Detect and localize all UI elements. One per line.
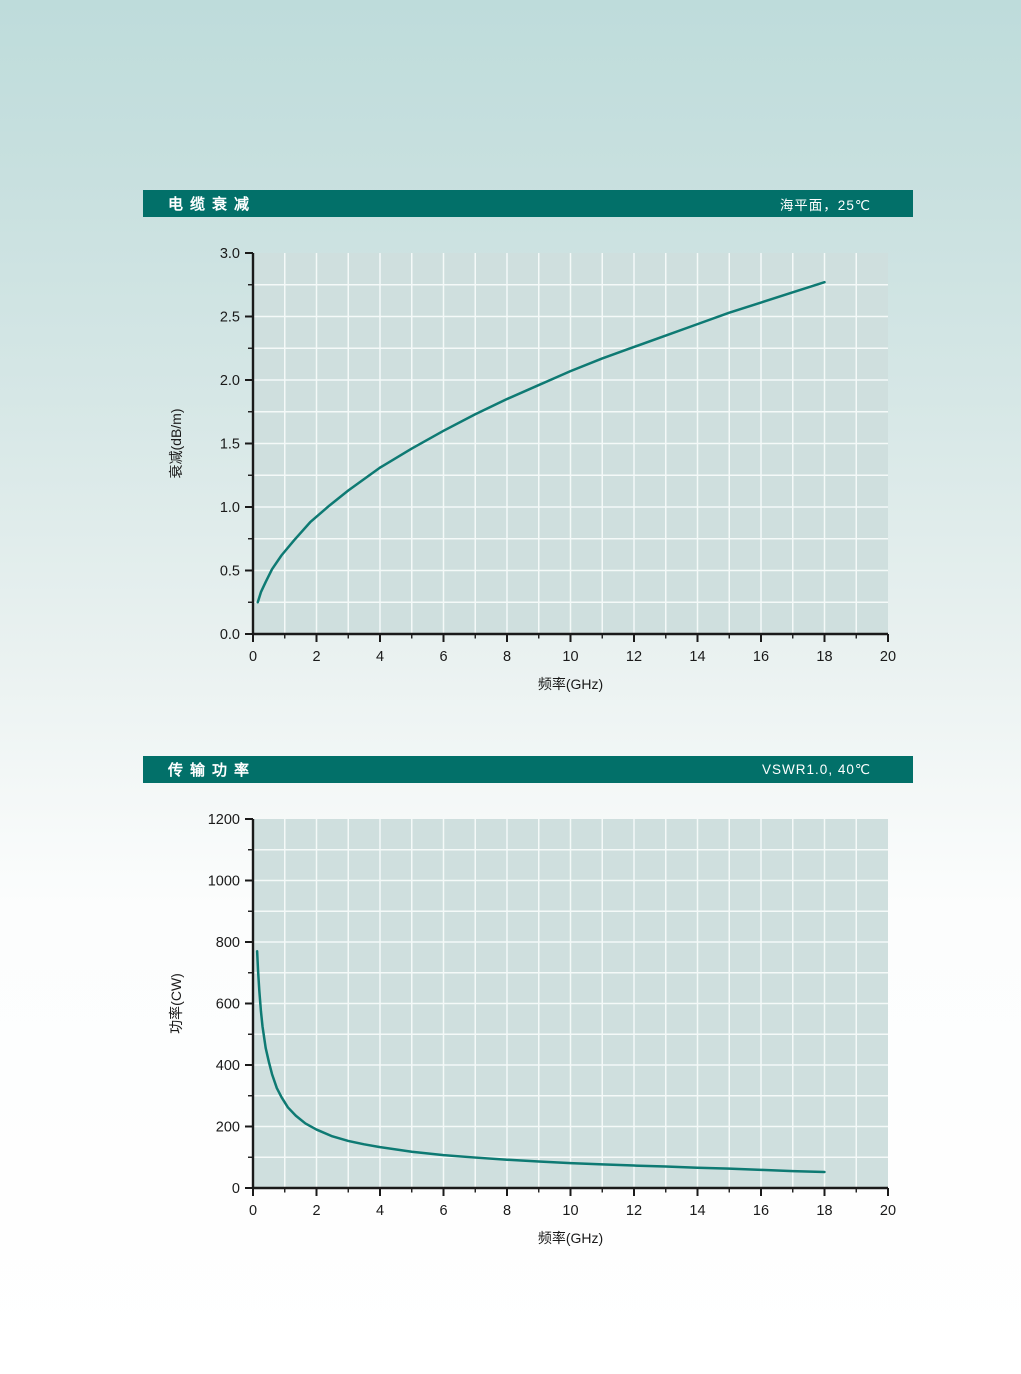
svg-text:4: 4 xyxy=(376,649,384,665)
svg-text:3.0: 3.0 xyxy=(220,246,240,262)
svg-text:1.0: 1.0 xyxy=(220,500,240,516)
svg-text:18: 18 xyxy=(816,1203,832,1219)
svg-text:2.0: 2.0 xyxy=(220,373,240,389)
attenuation-header: 电缆衰减 海平面，25℃ xyxy=(143,190,913,217)
svg-text:功率(CW): 功率(CW) xyxy=(168,973,184,1034)
svg-text:2.5: 2.5 xyxy=(220,310,240,326)
svg-text:6: 6 xyxy=(439,649,447,665)
svg-text:0: 0 xyxy=(249,1203,257,1219)
svg-text:2: 2 xyxy=(312,649,320,665)
svg-text:600: 600 xyxy=(216,997,240,1013)
svg-text:10: 10 xyxy=(562,1203,578,1219)
svg-text:400: 400 xyxy=(216,1058,240,1074)
power-chart: 0 2 4 6 8 10 12 14 16 18 20020040060080010001200频率… xyxy=(168,812,896,1246)
svg-text:频率(GHz): 频率(GHz) xyxy=(538,1230,603,1246)
svg-text:800: 800 xyxy=(216,935,240,951)
svg-text:12: 12 xyxy=(626,1203,642,1219)
svg-text:8: 8 xyxy=(503,1203,511,1219)
power-header: 传输功率 VSWR1.0, 40℃ xyxy=(143,756,913,783)
svg-text:6: 6 xyxy=(439,1203,447,1219)
attenuation-chart: 0 2 4 6 8 10 12 14 16 18 20 0.0 0.5 1.0 1.5 2.0 2.5 3.0 频率… xyxy=(168,246,896,692)
svg-text:14: 14 xyxy=(689,1203,705,1219)
svg-text:0: 0 xyxy=(232,1181,240,1197)
svg-text:16: 16 xyxy=(753,1203,769,1219)
svg-text:20: 20 xyxy=(880,1203,896,1219)
svg-text:12: 12 xyxy=(626,649,642,665)
svg-text:18: 18 xyxy=(816,649,832,665)
svg-text:14: 14 xyxy=(689,649,705,665)
svg-text:1200: 1200 xyxy=(208,812,240,828)
svg-text:10: 10 xyxy=(562,649,578,665)
svg-text:4: 4 xyxy=(376,1203,384,1219)
svg-text:衰减(dB/m): 衰减(dB/m) xyxy=(168,409,184,479)
svg-text:20: 20 xyxy=(880,649,896,665)
power-title: 传输功率 xyxy=(168,762,257,779)
svg-text:2: 2 xyxy=(312,1203,320,1219)
svg-text:频率(GHz): 频率(GHz) xyxy=(538,676,603,692)
svg-text:0.5: 0.5 xyxy=(220,564,240,580)
svg-text:0: 0 xyxy=(249,649,257,665)
svg-text:0.0: 0.0 xyxy=(220,627,240,643)
svg-text:1000: 1000 xyxy=(208,874,240,890)
attenuation-title: 电缆衰减 xyxy=(168,196,257,213)
svg-text:200: 200 xyxy=(216,1120,240,1136)
power-condition: VSWR1.0, 40℃ xyxy=(762,761,871,777)
svg-text:16: 16 xyxy=(753,649,769,665)
attenuation-condition: 海平面，25℃ xyxy=(779,197,871,213)
svg-text:1.5: 1.5 xyxy=(220,437,240,453)
svg-text:8: 8 xyxy=(503,649,511,665)
